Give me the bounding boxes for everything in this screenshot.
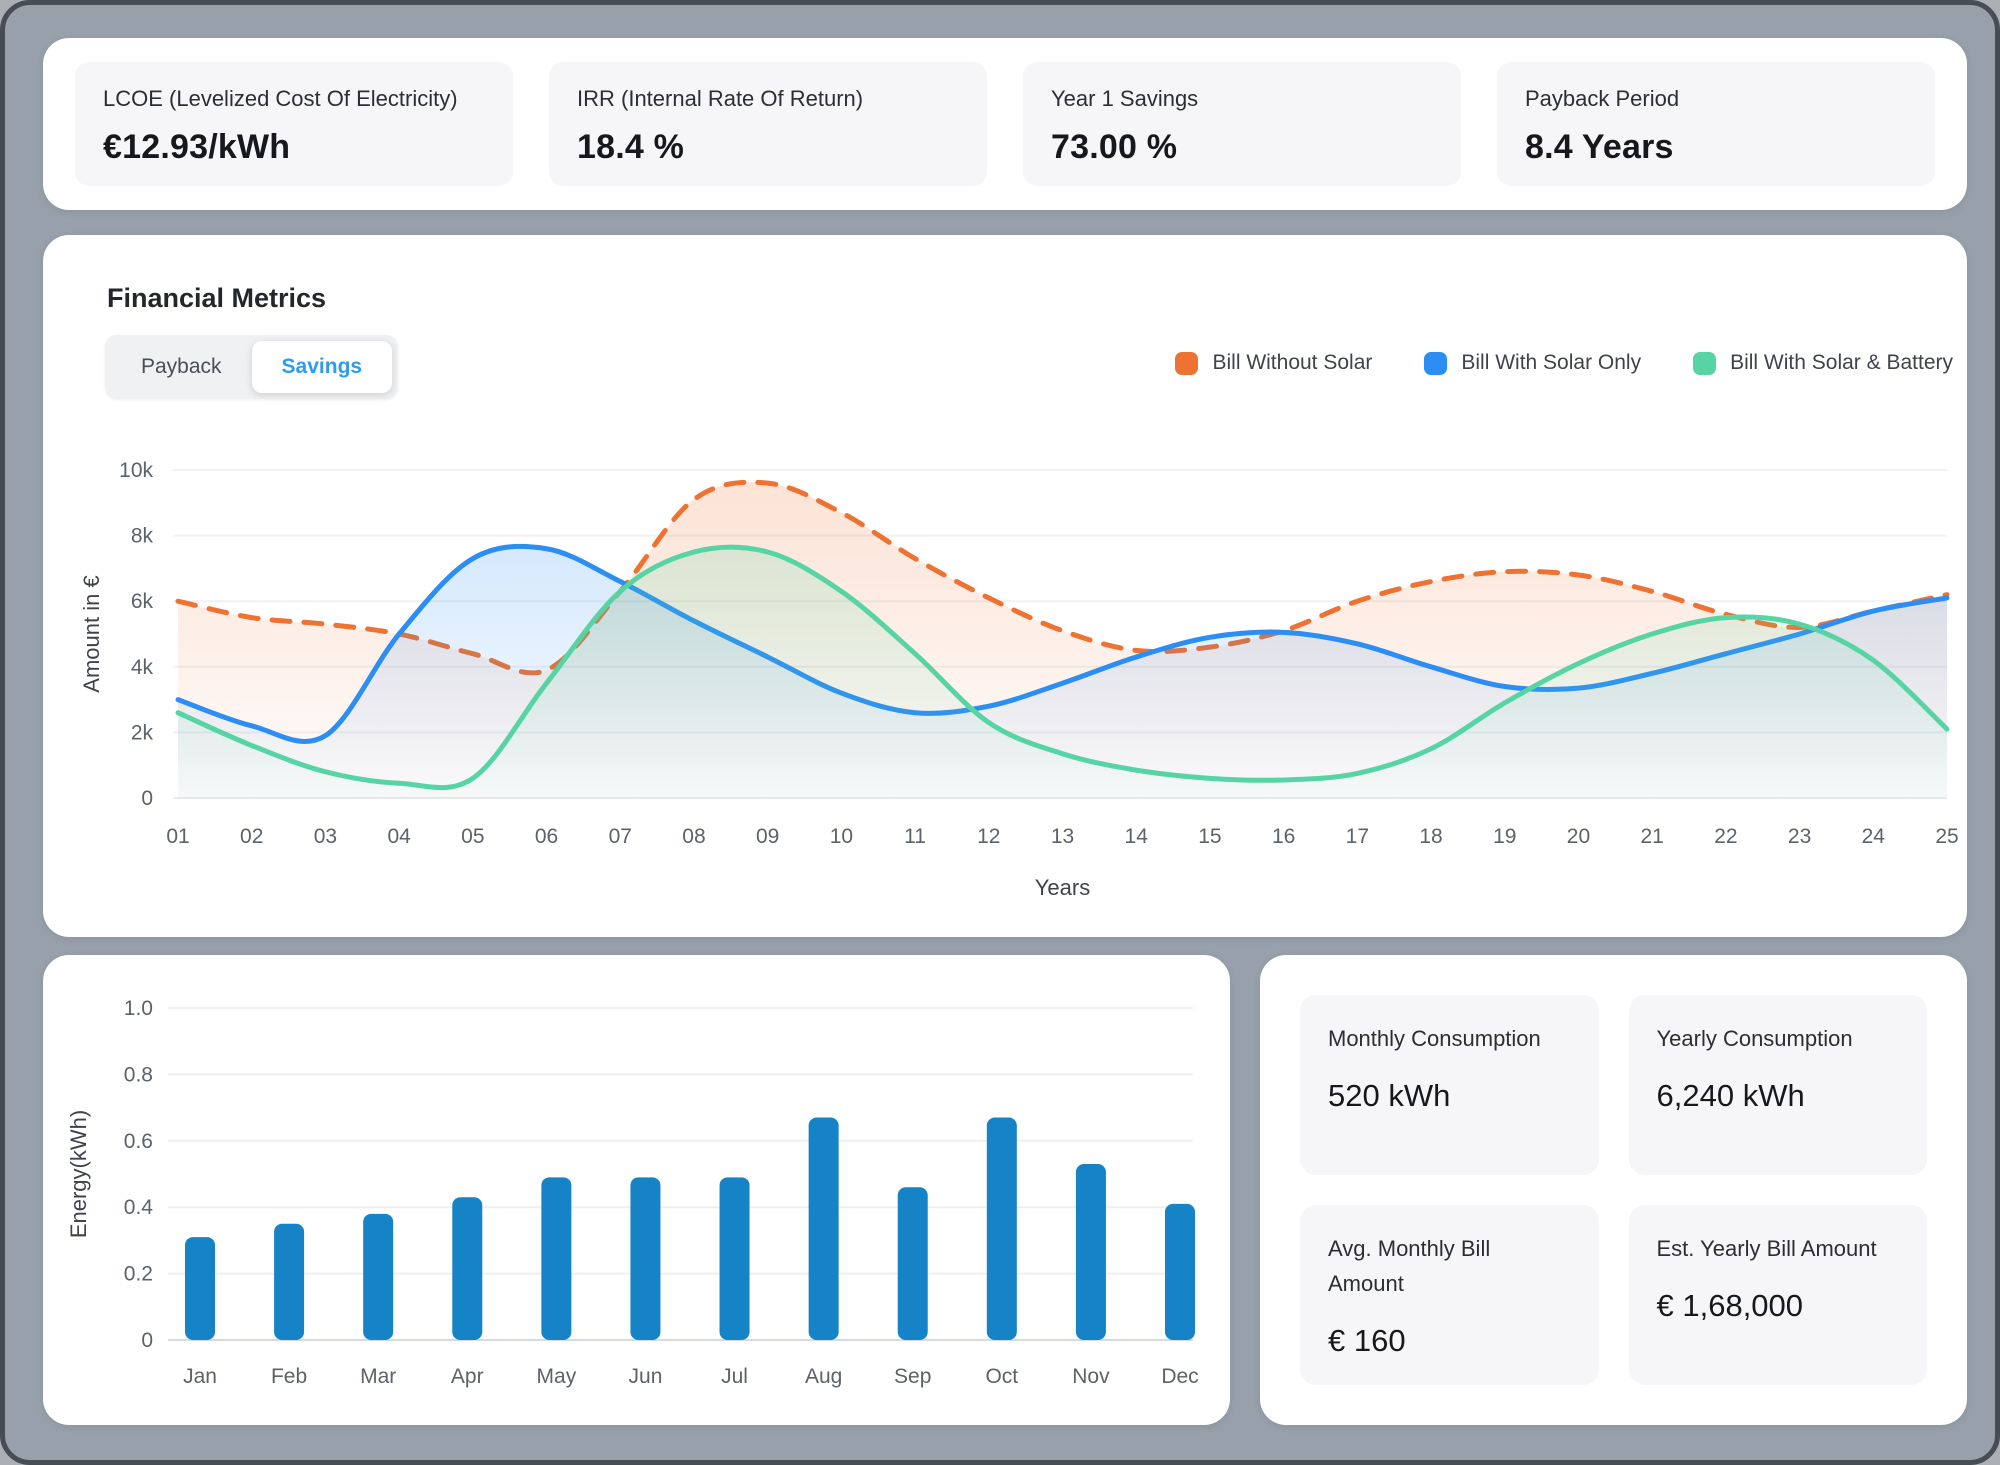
stat-value: € 160 xyxy=(1328,1323,1406,1358)
monthly-energy-bar-chart: 0 0.2 0.4 0.6 0.8 1.0 Jan Feb Mar Apr May Jun Jul Aug… xyxy=(68,997,1199,1388)
legend-label: Bill Without Solar xyxy=(1212,351,1373,374)
svg-text:07: 07 xyxy=(609,825,632,848)
legend-item-bill-with-solar-battery[interactable]: Bill With Solar & Battery xyxy=(1693,351,1953,375)
svg-text:01: 01 xyxy=(166,825,189,848)
svg-text:Jul: Jul xyxy=(721,1365,748,1388)
stat-value: 520 kWh xyxy=(1328,1078,1451,1114)
svg-text:Oct: Oct xyxy=(985,1365,1018,1388)
kpi-label: LCOE (Levelized Cost Of Electricity) xyxy=(103,86,458,111)
stat-label: Est. Yearly Bill Amount xyxy=(1656,1235,1877,1261)
svg-text:Nov: Nov xyxy=(1072,1365,1110,1388)
kpi-value: 8.4 Years xyxy=(1525,128,1674,166)
svg-text:24: 24 xyxy=(1862,825,1886,848)
svg-text:Mar: Mar xyxy=(360,1365,396,1388)
svg-text:17: 17 xyxy=(1346,825,1369,848)
energy-chart-panel: 0 0.2 0.4 0.6 0.8 1.0 Jan Feb Mar Apr May Jun Jul Aug… xyxy=(43,955,1230,1425)
svg-text:8k: 8k xyxy=(131,525,154,548)
kpi-label: Year 1 Savings xyxy=(1051,86,1199,111)
svg-text:2k: 2k xyxy=(131,721,154,744)
svg-text:0.8: 0.8 xyxy=(124,1063,153,1086)
svg-text:1.0: 1.0 xyxy=(124,997,153,1020)
kpi-value: €12.93/kWh xyxy=(103,128,291,166)
svg-text:19: 19 xyxy=(1493,825,1516,848)
stat-card-yearly-consumption: Yearly Consumption 6,240 kWh xyxy=(1628,995,1927,1175)
svg-text:10k: 10k xyxy=(119,459,153,482)
savings-area-chart: 0 2k 4k 6k 8k 10k 01 02 03 04 05 06 07 08 09 10 11 12 13 14… xyxy=(83,459,1959,900)
svg-text:23: 23 xyxy=(1788,825,1811,848)
svg-text:21: 21 xyxy=(1640,825,1663,848)
legend-swatch-icon xyxy=(1693,351,1717,375)
svg-text:12: 12 xyxy=(977,825,1000,848)
tab-savings[interactable]: Savings xyxy=(251,341,393,393)
svg-text:20: 20 xyxy=(1567,825,1590,848)
kpi-card-payback-period: Payback Period 8.4 Years xyxy=(1497,62,1935,186)
svg-text:Energy(kWh): Energy(kWh) xyxy=(68,1110,91,1238)
stat-card-monthly-consumption: Monthly Consumption 520 kWh xyxy=(1300,995,1599,1175)
svg-text:18: 18 xyxy=(1419,825,1442,848)
svg-text:Jan: Jan xyxy=(183,1365,217,1388)
svg-text:Years: Years xyxy=(1035,875,1090,900)
legend-item-bill-without-solar[interactable]: Bill Without Solar xyxy=(1175,351,1372,375)
svg-text:22: 22 xyxy=(1714,825,1737,848)
consumption-stats-panel: Monthly Consumption 520 kWh Yearly Consu… xyxy=(1260,955,1967,1425)
kpi-value: 18.4 % xyxy=(577,128,685,166)
stat-label: Yearly Consumption xyxy=(1656,1026,1853,1051)
svg-text:Jun: Jun xyxy=(629,1365,663,1388)
svg-text:4k: 4k xyxy=(131,656,154,679)
stat-value: 6,240 kWh xyxy=(1656,1078,1805,1114)
kpi-label: Payback Period xyxy=(1525,86,1680,111)
svg-text:09: 09 xyxy=(756,825,779,848)
svg-text:0: 0 xyxy=(141,1329,153,1352)
financial-metrics-panel: Financial Metrics Payback Savings Bill W… xyxy=(43,235,1967,937)
legend-label: Bill With Solar & Battery xyxy=(1730,351,1953,374)
svg-text:Aug: Aug xyxy=(805,1365,842,1388)
svg-text:Apr: Apr xyxy=(451,1365,484,1388)
svg-text:Dec: Dec xyxy=(1161,1365,1198,1388)
legend-label: Bill With Solar Only xyxy=(1461,351,1642,374)
kpi-value: 73.00 % xyxy=(1051,128,1178,166)
stat-card-est-yearly-bill: Est. Yearly Bill Amount € 1,68,000 xyxy=(1628,1204,1927,1385)
svg-text:Amount in €: Amount in € xyxy=(83,575,104,692)
svg-text:02: 02 xyxy=(240,825,263,848)
svg-text:14: 14 xyxy=(1125,825,1149,848)
kpi-card-irr: IRR (Internal Rate Of Return) 18.4 % xyxy=(549,62,987,186)
stat-card-avg-monthly-bill: Avg. Monthly Bill Amount € 160 xyxy=(1300,1204,1599,1385)
svg-text:15: 15 xyxy=(1198,825,1221,848)
tab-payback[interactable]: Payback xyxy=(141,355,222,378)
svg-text:6k: 6k xyxy=(131,590,154,613)
legend-swatch-icon xyxy=(1424,351,1448,375)
svg-text:May: May xyxy=(537,1365,577,1388)
svg-text:08: 08 xyxy=(682,825,705,848)
chart-tab-switcher: Payback Savings xyxy=(105,335,399,399)
kpi-label: IRR (Internal Rate Of Return) xyxy=(577,86,864,111)
stat-label: Monthly Consumption xyxy=(1328,1026,1541,1051)
svg-text:13: 13 xyxy=(1051,825,1074,848)
svg-text:11: 11 xyxy=(904,825,926,848)
legend-swatch-icon xyxy=(1175,351,1199,375)
svg-text:0: 0 xyxy=(141,787,153,810)
kpi-card-year1-savings: Year 1 Savings 73.00 % xyxy=(1023,62,1461,186)
svg-text:0.2: 0.2 xyxy=(124,1263,153,1286)
section-title: Financial Metrics xyxy=(107,283,327,313)
svg-text:Feb: Feb xyxy=(271,1365,307,1388)
svg-text:25: 25 xyxy=(1935,825,1958,848)
stat-value: € 1,68,000 xyxy=(1656,1287,1804,1323)
svg-text:0.6: 0.6 xyxy=(124,1130,153,1153)
chart-legend: Bill Without Solar Bill With Solar Only … xyxy=(1175,351,1953,375)
svg-text:05: 05 xyxy=(461,825,484,848)
stat-label: Avg. Monthly Bill Amount xyxy=(1328,1235,1491,1296)
svg-text:16: 16 xyxy=(1272,825,1295,848)
svg-text:06: 06 xyxy=(535,825,558,848)
svg-text:04: 04 xyxy=(387,825,411,848)
legend-item-bill-with-solar-only[interactable]: Bill With Solar Only xyxy=(1424,351,1641,375)
svg-text:0.4: 0.4 xyxy=(124,1196,154,1219)
kpi-panel: LCOE (Levelized Cost Of Electricity) €12… xyxy=(43,38,1967,210)
svg-text:Sep: Sep xyxy=(894,1365,931,1388)
svg-text:03: 03 xyxy=(314,825,337,848)
svg-text:10: 10 xyxy=(830,825,853,848)
kpi-card-lcoe: LCOE (Levelized Cost Of Electricity) €12… xyxy=(75,62,513,186)
